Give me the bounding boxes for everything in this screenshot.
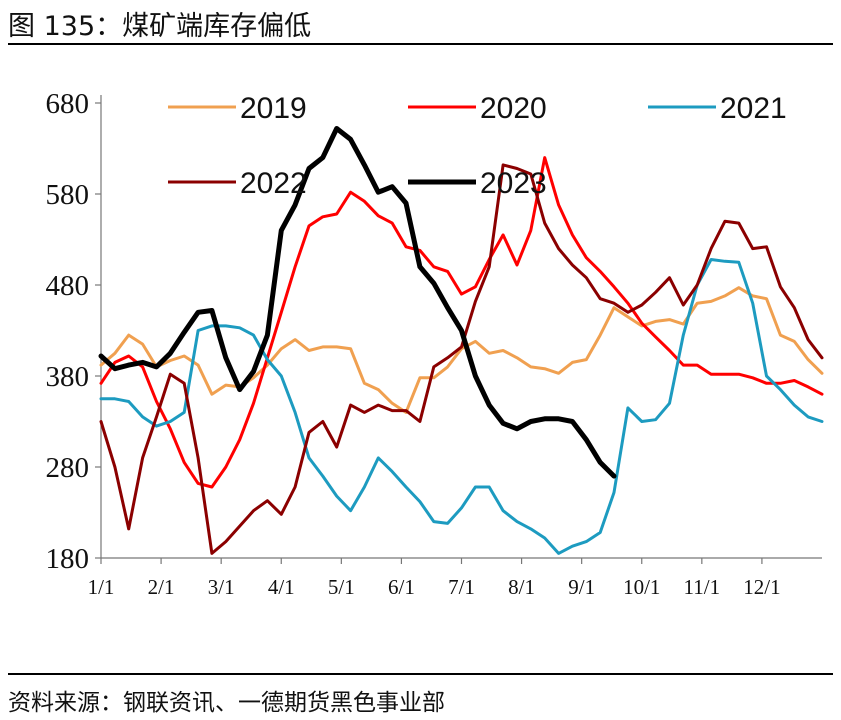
series-line-2022	[99, 163, 824, 555]
legend: 2019 2020 2021 2022 2023	[168, 92, 787, 200]
source-rule	[8, 673, 833, 675]
source-note: 资料来源：钢联资讯、一德期货黑色事业部	[8, 690, 445, 716]
y-tick-label: 180	[46, 543, 90, 575]
series-layer	[98, 126, 824, 555]
x-tick-label: 9/1	[568, 575, 595, 599]
legend-label-2019: 2019	[240, 92, 307, 125]
legend-label-2020: 2020	[480, 92, 547, 125]
title-rule	[8, 43, 833, 45]
x-tick-label: 5/1	[328, 575, 355, 599]
line-chart: 180 280 380 480 580 680 1/1 2/1 3/1 4/1 5/1 6/1 7/1…	[10, 55, 832, 667]
x-tick-label: 11/1	[684, 575, 721, 599]
x-axis: 1/1 2/1 3/1 4/1 5/1 6/1 7/1 8/1 9/1 10/1 11/1 12/1	[88, 557, 822, 599]
x-tick-label: 2/1	[148, 575, 175, 599]
y-tick-label: 480	[46, 270, 90, 302]
x-tick-label: 12/1	[743, 575, 780, 599]
figure-title: 图 135：煤矿端库存偏低	[8, 11, 312, 42]
x-tick-label: 10/1	[623, 575, 660, 599]
legend-label-2022: 2022	[240, 167, 307, 200]
y-tick-label: 680	[46, 88, 90, 120]
chart-background	[10, 55, 832, 667]
y-tick-label: 580	[46, 179, 90, 211]
x-tick-label: 3/1	[208, 575, 235, 599]
series-line-2020	[99, 156, 824, 489]
series-line-2023	[98, 126, 617, 479]
x-tick-label: 7/1	[448, 575, 475, 599]
y-tick-label: 280	[46, 452, 90, 484]
y-tick-label: 380	[46, 361, 90, 393]
x-tick-label: 6/1	[388, 575, 415, 599]
x-tick-label: 8/1	[508, 575, 535, 599]
y-axis: 180 280 380 480 580 680	[46, 88, 102, 575]
legend-label-2021: 2021	[720, 92, 787, 125]
legend-label-2023: 2023	[480, 167, 547, 200]
x-tick-label: 4/1	[268, 575, 295, 599]
x-tick-label: 1/1	[88, 575, 115, 599]
